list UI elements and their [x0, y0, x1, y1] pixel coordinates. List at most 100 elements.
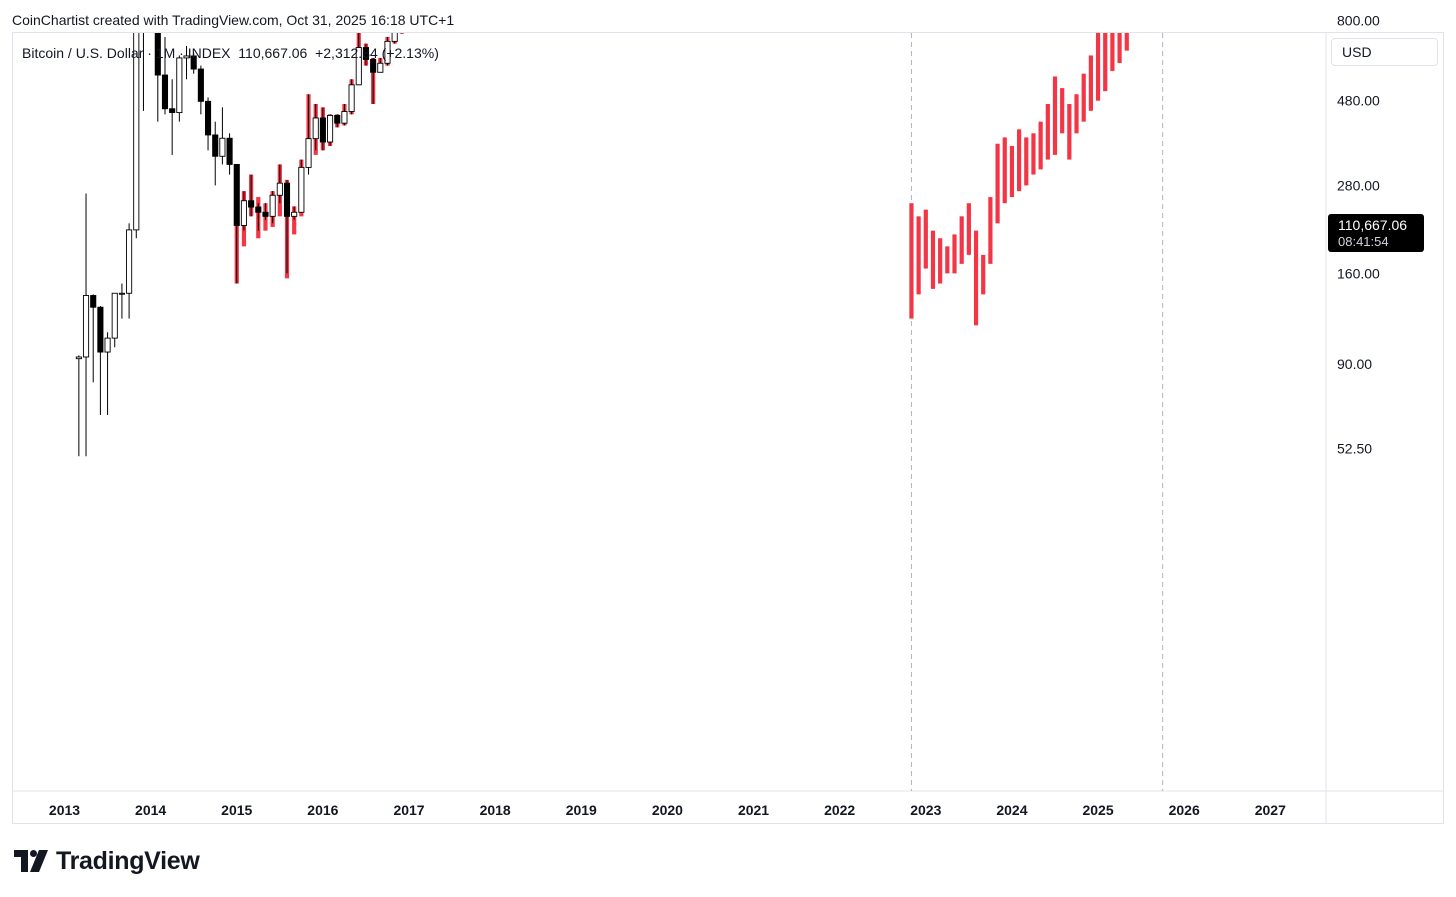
currency-button[interactable]: USD	[1331, 38, 1438, 66]
chart-caption: CoinChartist created with TradingView.co…	[12, 12, 455, 28]
candle-up	[269, 194, 276, 217]
red-bar	[1024, 137, 1029, 186]
red-bar	[909, 203, 914, 319]
red-bar	[981, 254, 986, 295]
red-bar	[407, 0, 411, 31]
price-axis-label: 800.00	[1337, 12, 1380, 28]
red-bar	[1103, 33, 1108, 92]
red-bar	[1002, 137, 1007, 204]
candle-down	[161, 74, 169, 110]
candle-down	[233, 163, 240, 226]
candle-down	[154, 33, 161, 76]
plot-area[interactable]	[75, 0, 1186, 791]
red-bar	[930, 230, 936, 289]
red-bar	[1124, 33, 1129, 51]
tradingview-logo-icon	[14, 850, 48, 872]
red-bar	[973, 230, 979, 326]
candle-up	[276, 182, 283, 196]
candle-down	[362, 47, 370, 60]
candle-down	[169, 108, 176, 114]
candle-up	[341, 111, 348, 124]
candle-up	[291, 211, 298, 217]
red-bar	[292, 206, 297, 235]
red-bar	[421, 0, 425, 4]
candle-down	[97, 306, 104, 353]
red-bar	[1060, 88, 1065, 134]
red-bar	[1110, 33, 1115, 71]
red-bar	[1052, 76, 1058, 155]
chart-frame	[12, 32, 1444, 824]
bar-countdown: 08:41:54	[1338, 234, 1389, 249]
candle-up	[355, 47, 362, 86]
tradingview-logo-text: TradingView	[56, 846, 200, 875]
red-bar	[1081, 73, 1086, 122]
candle-up	[348, 84, 355, 112]
symbol-change: +2,312.84 (+2.13%)	[315, 45, 439, 61]
red-bar	[1017, 129, 1022, 192]
candle-up	[104, 337, 111, 353]
time-axis-label: 2022	[824, 802, 855, 818]
red-bar	[923, 209, 928, 269]
time-axis-label: 2019	[566, 802, 597, 818]
time-axis-label: 2027	[1255, 802, 1286, 818]
candle-down	[255, 206, 262, 213]
red-bar	[916, 216, 921, 295]
red-bar	[1088, 55, 1093, 111]
red-bar	[938, 238, 943, 284]
candle-down	[262, 211, 269, 217]
red-bar	[1038, 121, 1043, 170]
last-price-tag: 110,667.06 08:41:54	[1328, 214, 1424, 252]
candle-up	[126, 229, 133, 294]
red-bar	[995, 143, 1000, 224]
candle-up	[148, 0, 153, 29]
candle-down	[141, 0, 146, 29]
time-axis-label: 2013	[49, 802, 80, 818]
candle-up	[111, 292, 118, 339]
price-axis-label: 160.00	[1337, 265, 1380, 281]
red-bar	[1132, 0, 1136, 24]
red-bar	[1009, 145, 1015, 198]
candle-up	[82, 295, 90, 358]
candle-up	[391, 33, 398, 42]
candle-down	[212, 134, 219, 157]
candle-up	[377, 62, 384, 73]
time-axis-label: 2024	[996, 802, 1027, 818]
symbol-legend: Bitcoin / U.S. Dollar · 1M · INDEX 110,6…	[22, 45, 439, 61]
time-axis-label: 2025	[1082, 802, 1113, 818]
symbol-price: 110,667.06	[238, 45, 308, 61]
price-axis-label: 90.00	[1337, 356, 1372, 372]
candle-up	[176, 57, 183, 114]
candle-down	[90, 295, 97, 308]
time-axis-label: 2023	[910, 802, 941, 818]
time-axis-label: 2020	[652, 802, 683, 818]
candle-up	[399, 0, 404, 32]
candle-down	[248, 200, 255, 208]
candle-down	[204, 100, 212, 136]
candle-up	[183, 55, 190, 59]
time-axis-label: 2015	[221, 802, 252, 818]
candle-up	[118, 292, 125, 295]
red-bar	[1067, 103, 1072, 160]
candle-down	[319, 117, 326, 143]
red-bar	[959, 216, 964, 264]
candle-up	[75, 356, 82, 360]
price-axis-label: 480.00	[1337, 93, 1380, 109]
candle-up	[312, 117, 319, 140]
time-axis-label: 2026	[1169, 802, 1200, 818]
candle-up	[384, 40, 391, 64]
red-bar	[1074, 94, 1079, 134]
price-axis-label: 52.50	[1337, 441, 1372, 457]
red-bar	[1031, 133, 1036, 175]
red-bar	[966, 203, 971, 255]
candle-down	[283, 182, 291, 217]
candle-up	[327, 114, 334, 143]
candle-up	[219, 137, 226, 157]
red-bar	[1045, 103, 1050, 160]
red-bar	[952, 234, 957, 274]
tradingview-logo[interactable]: TradingView	[14, 846, 200, 876]
time-axis-label: 2014	[135, 802, 166, 818]
red-bar	[1095, 33, 1101, 101]
time-axis-label: 2017	[393, 802, 424, 818]
red-bar	[988, 197, 993, 264]
